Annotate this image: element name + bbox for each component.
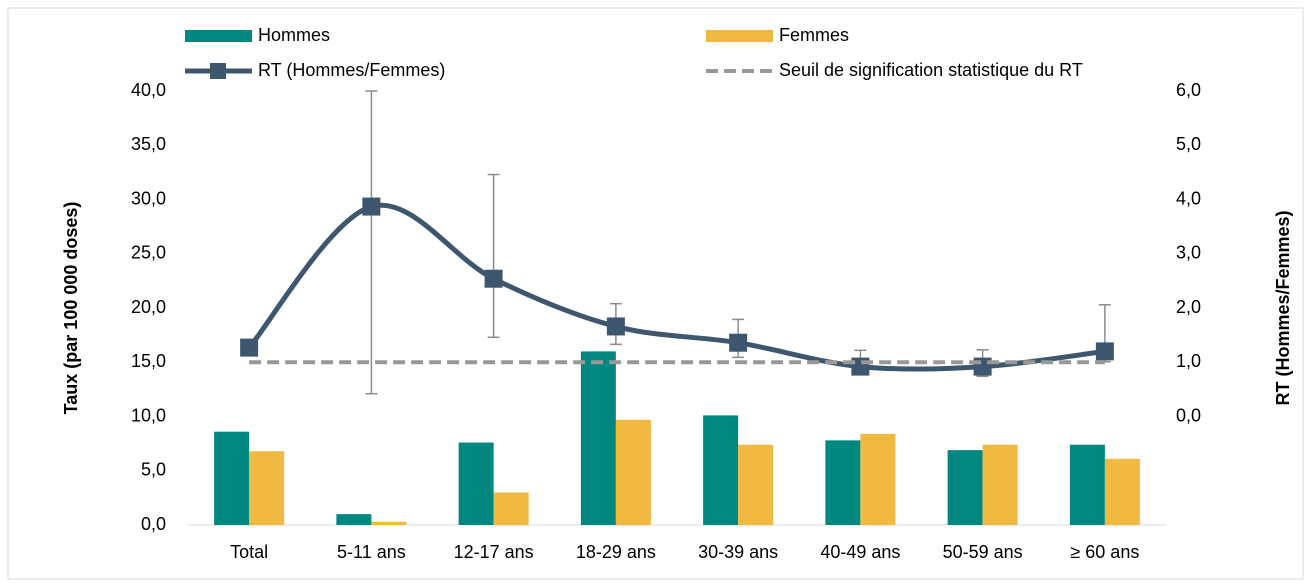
bar bbox=[825, 440, 861, 525]
x-tick-label: 12-17 ans bbox=[454, 542, 534, 562]
line-marker bbox=[362, 197, 381, 216]
legend-marker bbox=[210, 63, 226, 79]
x-tick-label: 5-11 ans bbox=[337, 542, 406, 562]
x-tick-label: Total bbox=[230, 542, 268, 562]
y-axis-label: Taux (par 100 000 doses) bbox=[61, 202, 81, 415]
line-marker bbox=[729, 333, 748, 352]
y-tick-label: 0,0 bbox=[141, 514, 166, 534]
y2-tick-label: 2,0 bbox=[1176, 297, 1201, 317]
y-tick-label: 25,0 bbox=[131, 243, 166, 263]
x-tick-label: 30-39 ans bbox=[698, 542, 778, 562]
y-tick-label: 40,0 bbox=[131, 80, 166, 100]
bar bbox=[214, 431, 250, 525]
bar bbox=[703, 415, 739, 525]
line-marker bbox=[484, 269, 503, 288]
x-tick-label: 50-59 ans bbox=[943, 542, 1023, 562]
line-marker bbox=[1095, 342, 1114, 361]
x-tick-label: 18-29 ans bbox=[576, 542, 656, 562]
legend-swatch bbox=[706, 30, 773, 42]
y2-tick-label: 3,0 bbox=[1176, 243, 1201, 263]
bar bbox=[458, 442, 494, 525]
bar bbox=[336, 514, 372, 525]
bar bbox=[982, 444, 1018, 525]
y2-tick-label: 0,0 bbox=[1176, 405, 1201, 425]
line-marker bbox=[240, 338, 259, 357]
y2-axis-label: RT (Hommes/Femmes) bbox=[1273, 210, 1293, 405]
x-tick-label: 40-49 ans bbox=[820, 542, 900, 562]
legend-swatch bbox=[185, 30, 252, 42]
legend-label: Hommes bbox=[258, 25, 330, 45]
y2-tick-label: 5,0 bbox=[1176, 134, 1201, 154]
y2-tick-label: 4,0 bbox=[1176, 188, 1201, 208]
line-marker bbox=[606, 317, 625, 336]
y-tick-label: 10,0 bbox=[131, 405, 166, 425]
legend-label: Femmes bbox=[779, 25, 849, 45]
y-tick-label: 20,0 bbox=[131, 297, 166, 317]
y-tick-label: 35,0 bbox=[131, 134, 166, 154]
y-tick-label: 5,0 bbox=[141, 460, 166, 480]
bar bbox=[615, 419, 651, 525]
y2-tick-label: 1,0 bbox=[1176, 351, 1201, 371]
y2-tick-label: 6,0 bbox=[1176, 80, 1201, 100]
legend-label: Seuil de signification statistique du RT bbox=[779, 60, 1083, 80]
x-tick-label: ≥ 60 ans bbox=[1070, 542, 1139, 562]
bar bbox=[371, 521, 407, 525]
bar bbox=[947, 450, 983, 525]
bar bbox=[249, 451, 285, 525]
bar bbox=[738, 444, 774, 525]
bar bbox=[493, 492, 529, 525]
y-tick-label: 15,0 bbox=[131, 351, 166, 371]
bar bbox=[1104, 458, 1140, 525]
bar bbox=[860, 433, 896, 525]
bar bbox=[1069, 444, 1105, 525]
bar bbox=[580, 351, 616, 525]
legend-label: RT (Hommes/Femmes) bbox=[258, 60, 445, 80]
y-tick-label: 30,0 bbox=[131, 188, 166, 208]
